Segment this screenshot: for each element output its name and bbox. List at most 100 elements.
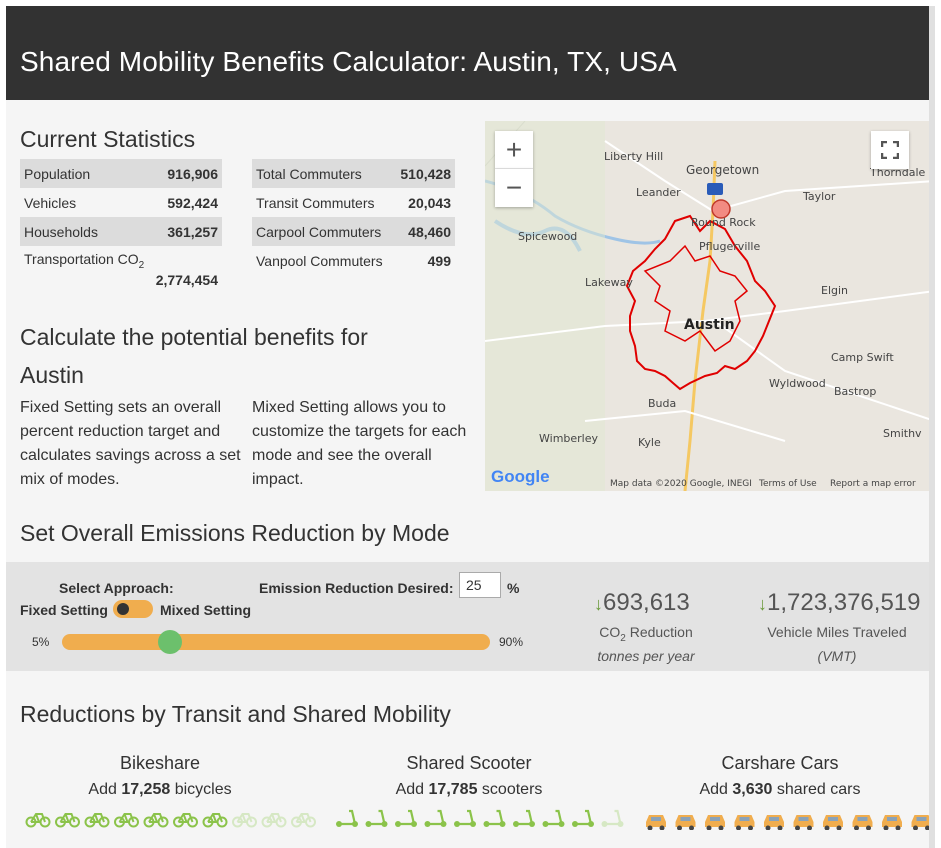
vmt-value: ↓1,723,376,519 <box>758 589 921 616</box>
bikeshare-title: Bikeshare <box>119 753 201 773</box>
stat-value: 916,906 <box>167 165 218 182</box>
car-icon <box>705 815 725 830</box>
stat-row-transportation-co2: Transportation CO2 <box>20 246 222 275</box>
scooter-icon <box>395 809 417 827</box>
stat-label: Transportation CO2 <box>24 250 145 271</box>
city-boundary-inner-shape <box>643 244 749 353</box>
bicycle-icon <box>261 813 287 828</box>
scooter-icon <box>365 809 388 827</box>
location-marker-icon[interactable] <box>711 199 731 219</box>
car-icon <box>734 815 755 830</box>
map-place-label: Kyle <box>638 436 661 449</box>
stat-value: 499 <box>427 252 451 269</box>
page: Shared Mobility Benefits Calculator: Aus… <box>6 6 935 848</box>
map-place-label: Liberty Hill <box>604 150 664 163</box>
map-place-label: Elgin <box>821 284 849 297</box>
car-icon <box>764 815 784 830</box>
slider-min-label: 5% <box>32 635 50 649</box>
carshare-icons <box>646 815 932 830</box>
zoom-out-button[interactable]: − <box>495 169 533 207</box>
scooter-icon <box>454 809 476 827</box>
emissions-control-panel: Select Approach: Fixed Setting Mixed Set… <box>6 562 935 671</box>
bicycle-icon <box>114 813 139 828</box>
map-place-label: Buda <box>648 397 677 410</box>
scooter-icons <box>336 809 624 827</box>
stat-label: Vanpool Commuters <box>256 252 383 269</box>
map-place-label: Leander <box>636 186 681 199</box>
fixed-setting-label: Fixed Setting <box>20 602 108 618</box>
reduction-percent-input[interactable] <box>459 572 501 598</box>
reduction-slider-thumb[interactable] <box>158 630 182 654</box>
scooter-icon <box>513 809 535 827</box>
scooter-icon <box>572 809 594 827</box>
car-icon <box>852 815 873 830</box>
map-place-label: Lakeway <box>585 276 633 289</box>
stat-value: 361,257 <box>167 223 218 240</box>
map-place-label: Camp Swift <box>831 351 894 364</box>
bicycle-icon <box>291 813 316 828</box>
report-map-error-link[interactable]: Report a map error <box>830 479 916 489</box>
co2-units-label: tonnes per year <box>597 648 695 664</box>
terms-link[interactable]: Terms of Use <box>759 479 817 489</box>
toggle-knob <box>117 603 129 615</box>
car-icon <box>675 815 696 830</box>
emission-reduction-label: Emission Reduction Desired: <box>259 580 454 596</box>
emissions-heading: Set Overall Emissions Reduction by Mode <box>20 520 450 546</box>
bicycle-icon <box>202 813 228 828</box>
stat-value: 20,043 <box>408 194 451 211</box>
interstate-shield-icon <box>707 183 723 195</box>
carshare-title: Carshare Cars <box>721 753 839 773</box>
vmt-label: Vehicle Miles Traveled <box>767 624 907 640</box>
scooter-icon <box>483 809 506 827</box>
car-icon <box>911 815 932 830</box>
map-place-label: Taylor <box>803 190 836 203</box>
stat-label: Total Commuters <box>256 165 362 182</box>
scrollbar[interactable] <box>929 6 935 848</box>
approach-toggle[interactable] <box>113 600 153 618</box>
bicycle-icon <box>55 813 80 828</box>
carshare-add: Add 3,630 shared cars <box>699 781 861 798</box>
map-place-label: Bastrop <box>834 385 877 398</box>
bicycle-icon <box>143 813 169 828</box>
down-arrow-icon: ↓ <box>758 594 767 614</box>
stat-value: 48,460 <box>408 223 451 240</box>
fullscreen-button[interactable] <box>871 131 909 169</box>
map[interactable]: Liberty Hill Georgetown Leander Taylor T… <box>485 121 935 491</box>
stat-row-transportation-co2-value: 2,774,454 <box>20 268 222 292</box>
co2-reduction-label: CO2 Reduction <box>599 624 693 644</box>
bicycle-icon <box>232 813 257 828</box>
reductions-heading: Reductions by Transit and Shared Mobilit… <box>20 701 451 727</box>
zoom-in-button[interactable]: + <box>495 131 533 169</box>
map-place-label: Wyldwood <box>769 377 826 390</box>
mixed-setting-description: Mixed Setting allows you to customize th… <box>252 399 467 488</box>
map-place-label: Thorndale <box>870 166 926 179</box>
city-boundary-shape <box>625 214 777 391</box>
stat-row-total-commuters: Total Commuters 510,428 <box>252 159 455 188</box>
fullscreen-icon <box>881 141 899 159</box>
scooter-icon <box>424 809 447 827</box>
down-arrow-icon: ↓ <box>594 594 603 614</box>
scooter-add: Add 17,785 scooters <box>395 781 543 798</box>
bicycle-icon <box>173 813 198 828</box>
stat-label: Transit Commuters <box>256 194 375 211</box>
bicycle-icon <box>84 813 110 828</box>
stat-label: Population <box>24 165 91 182</box>
scooter-icon <box>542 809 565 827</box>
bikeshare-icons <box>25 813 316 828</box>
map-place-label: Wimberley <box>539 432 599 445</box>
stat-row-population: Population 916,906 <box>20 159 222 188</box>
stat-label: Carpool Commuters <box>256 223 382 240</box>
select-approach-label: Select Approach: <box>59 580 174 596</box>
scooter-icon <box>336 809 358 827</box>
stat-row-vanpool-commuters: Vanpool Commuters 499 <box>252 246 455 275</box>
scooter-title: Shared Scooter <box>406 753 532 773</box>
stat-label: Vehicles <box>24 194 77 211</box>
stat-value: 2,774,454 <box>155 272 218 288</box>
road-shape <box>485 290 935 342</box>
car-icon <box>793 815 814 830</box>
car-icon <box>646 815 666 830</box>
reduction-slider-track[interactable] <box>62 634 490 650</box>
map-place-label: Pflugerville <box>699 240 761 253</box>
stat-value: 510,428 <box>400 165 451 182</box>
percent-label: % <box>507 580 520 596</box>
